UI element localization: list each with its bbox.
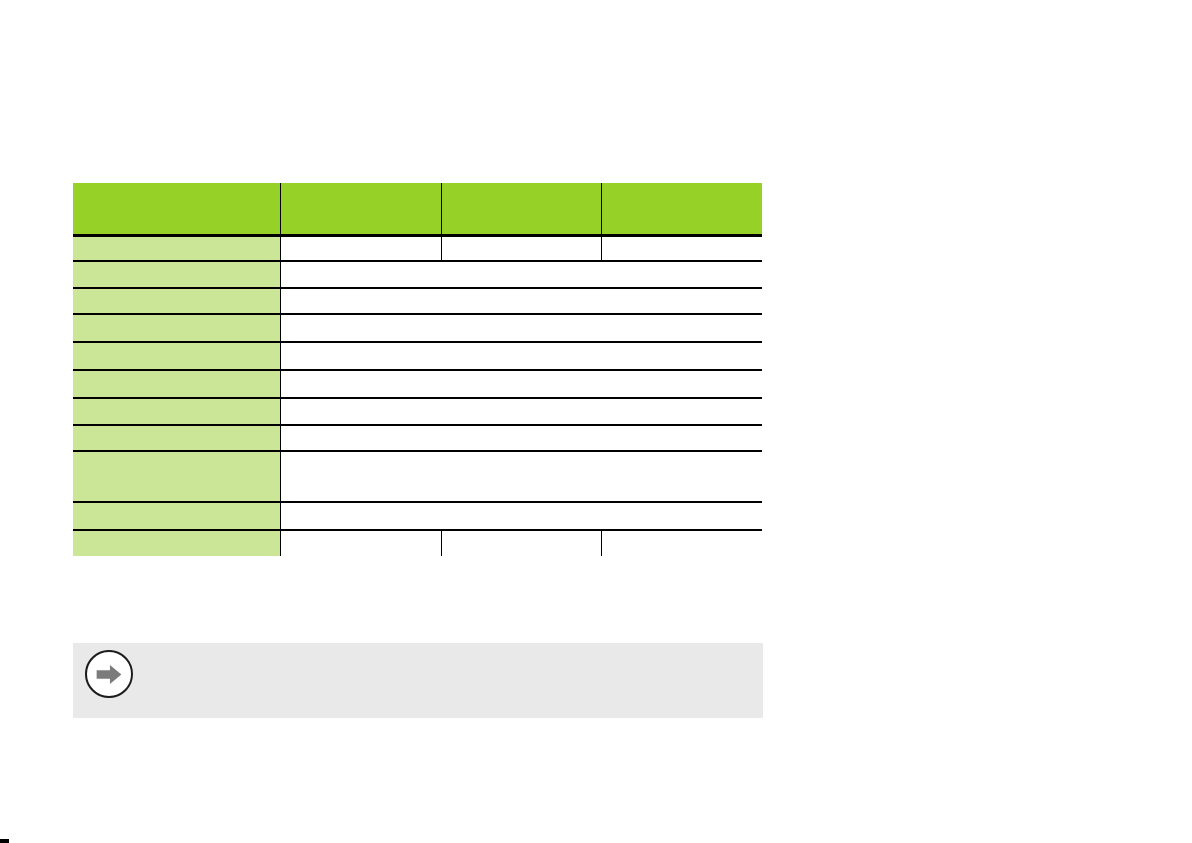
- table-row: [73, 425, 762, 452]
- row-label-cell: [73, 370, 280, 399]
- spec-table: [73, 183, 762, 556]
- row-label-cell: [73, 342, 280, 371]
- arrow-right-shape: [96, 664, 122, 684]
- table-row: [73, 502, 762, 531]
- value-cell: [279, 530, 441, 556]
- value-cell: [279, 261, 762, 289]
- table-row: [73, 398, 762, 426]
- row-label-cell: [73, 398, 280, 426]
- value-cell: [279, 398, 762, 426]
- row-label-cell: [73, 530, 280, 556]
- value-cell: [279, 235, 441, 262]
- value-cell: [279, 314, 762, 343]
- row-label-cell: [73, 235, 280, 262]
- value-cell: [440, 235, 601, 262]
- row-label-cell: [73, 288, 280, 315]
- table-header-cell: [73, 183, 280, 237]
- value-cell: [279, 451, 762, 503]
- note-icon-circle: [85, 650, 133, 698]
- table-header-cell: [440, 183, 601, 237]
- value-cell: [279, 370, 762, 399]
- table-row: [73, 288, 762, 315]
- page-corner-artifact: [0, 839, 9, 843]
- note-box: [73, 643, 763, 718]
- table-row: [73, 235, 762, 262]
- row-label-cell: [73, 451, 280, 503]
- row-label-cell: [73, 261, 280, 289]
- table-row: [73, 451, 762, 503]
- value-cell: [279, 342, 762, 371]
- value-cell: [279, 425, 762, 452]
- table-row: [73, 530, 762, 556]
- value-cell: [279, 288, 762, 315]
- arrow-right-icon: [96, 664, 122, 684]
- table-row: [73, 261, 762, 289]
- table-row: [73, 342, 762, 371]
- row-label-cell: [73, 314, 280, 343]
- row-label-cell: [73, 502, 280, 531]
- value-cell: [279, 502, 762, 531]
- table-row: [73, 370, 762, 399]
- table-header-cell: [600, 183, 762, 237]
- row-label-cell: [73, 425, 280, 452]
- value-cell: [600, 530, 762, 556]
- table-row: [73, 314, 762, 343]
- table-header-cell: [279, 183, 441, 237]
- value-cell: [440, 530, 601, 556]
- value-cell: [600, 235, 762, 262]
- table-header-row: [73, 183, 762, 237]
